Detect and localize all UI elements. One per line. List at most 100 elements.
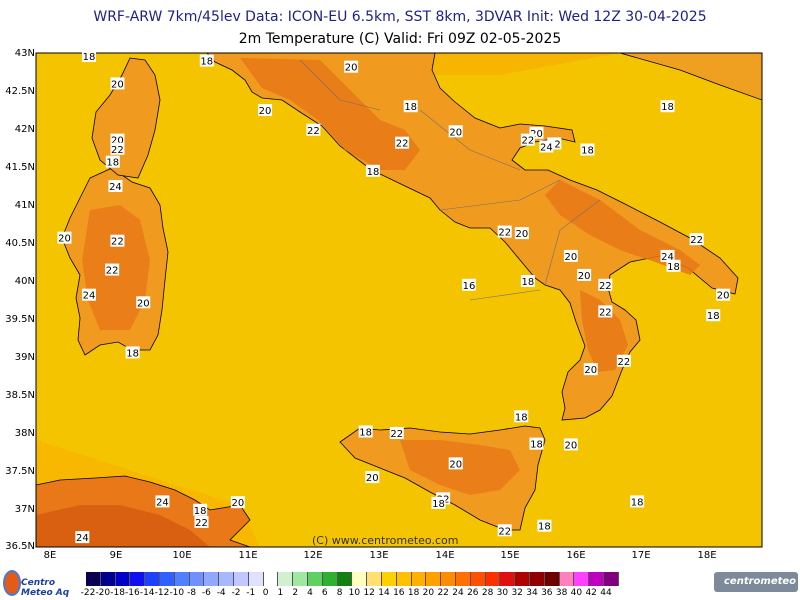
contour-label: 22 (498, 526, 511, 537)
color-scale-label: -8 (187, 588, 197, 598)
contour-label-box (630, 495, 645, 508)
contour-label-box (497, 524, 512, 537)
contour-label: 20 (530, 129, 543, 140)
contour-label-box (389, 427, 404, 439)
color-scale-label: -10 (169, 588, 185, 598)
contour-label-box (514, 227, 529, 240)
contour-label: 16 (463, 281, 476, 292)
contour-label-box (57, 231, 72, 244)
contour-label: 22 (599, 307, 612, 318)
calabria-hot-zone (580, 290, 628, 372)
lon-label-14: 14E (435, 550, 455, 561)
contour-label-box (660, 249, 675, 262)
color-scale-label: 18 (407, 588, 420, 598)
color-scale-swatch (189, 572, 205, 586)
color-scale-swatch (174, 572, 190, 586)
color-scale-label: -4 (216, 588, 226, 598)
color-scale-label: 44 (600, 588, 612, 598)
color-scale-label: -12 (154, 588, 170, 598)
contour-label-box (75, 531, 90, 544)
contour-label: 24 (76, 533, 89, 544)
lat-label-40: 40N (14, 276, 35, 287)
contour-label: 22 (498, 228, 511, 239)
lon-label-16: 16E (566, 550, 586, 561)
color-scale-label: 26 (467, 588, 479, 598)
contour-label-box (258, 104, 273, 116)
color-scale-label: 36 (541, 588, 553, 598)
contour-label: 18 (404, 102, 417, 113)
contour-label-box (537, 519, 552, 532)
color-scale-swatch (219, 572, 234, 586)
contour-label-box (306, 123, 321, 136)
color-scale-label: -18 (110, 588, 125, 598)
contour-label-box (616, 354, 631, 367)
contour-label: 20 (717, 291, 730, 302)
contour-label-box (110, 77, 125, 90)
centrometeo-logo[interactable]: centrometeo (714, 572, 798, 592)
contour-label-box (365, 164, 380, 177)
color-scale-swatch (441, 572, 456, 586)
contour-label: 22 (106, 266, 119, 277)
lat-label-40-5: 40.5N (5, 238, 35, 249)
contour-label: 18 (707, 311, 720, 322)
contour-label: 20 (366, 473, 379, 484)
color-scale-swatch (145, 572, 160, 586)
color-scale-label: 6 (321, 588, 328, 598)
color-scale-swatch (100, 572, 116, 586)
contour-label-box (461, 278, 476, 291)
italy-hot-zone (240, 58, 420, 170)
color-scale-swatch (515, 572, 530, 586)
contour-label: 20 (137, 298, 150, 309)
contour-label: 20 (345, 63, 358, 74)
color-scale-label: -14 (139, 588, 155, 598)
contour-label: 18 (521, 277, 534, 288)
color-scale-label: 10 (348, 588, 361, 598)
contour-label: 20 (449, 127, 462, 138)
contour-label-box (706, 309, 721, 322)
contour-label-box (598, 278, 613, 291)
contour-label-box (689, 233, 704, 246)
contour-label-box (110, 133, 125, 146)
color-scale-label: -22 (80, 588, 96, 598)
contour-label-box (125, 346, 140, 359)
contour-label: 20 (259, 106, 272, 117)
color-scale-label: 14 (378, 588, 390, 598)
color-scale-swatch (248, 572, 264, 586)
contour-label-box (230, 496, 245, 509)
centro-meteo-logo[interactable]: Centro Meteo Aq (3, 570, 83, 598)
color-scale-label: 22 (437, 588, 449, 598)
contour-label: 22 (111, 237, 124, 248)
contour-label: 20 (578, 271, 591, 282)
contour-label-box (81, 50, 96, 63)
contour-label-box (520, 133, 535, 146)
contour-label-box (403, 100, 418, 113)
contour-label-box (529, 437, 544, 450)
color-scale-label: 42 (585, 588, 597, 598)
color-scale-label: 28 (481, 588, 494, 598)
color-scale-swatch (367, 572, 382, 586)
lon-label-17: 17E (631, 550, 651, 561)
contour-label-box (539, 140, 554, 153)
contour-label-box (660, 100, 675, 113)
color-scale-bar (86, 572, 619, 586)
contour-label: 18 (667, 262, 680, 273)
lat-label-43: 43N (14, 48, 35, 59)
contour-label-box (136, 296, 151, 309)
contour-label: 18 (359, 427, 372, 438)
color-scale-label: 8 (336, 588, 343, 598)
contour-label: 18 (581, 146, 594, 157)
lat-label-42-5: 42.5N (5, 86, 35, 97)
color-scale-label: 0 (262, 588, 269, 598)
copyright-text: (C) www.centrometeo.com (312, 534, 459, 547)
contour-label: 18 (83, 52, 96, 63)
contour-label-box (358, 425, 373, 438)
color-scale-swatch (337, 572, 353, 586)
color-scale-label: 40 (570, 588, 583, 598)
color-scale-label: -2 (231, 588, 241, 598)
color-scale-label: 16 (393, 588, 405, 598)
contour-label: 22 (617, 357, 630, 368)
color-scale-swatch (263, 572, 279, 586)
contour-label-box (520, 275, 535, 287)
contour-label: 20 (584, 365, 597, 376)
